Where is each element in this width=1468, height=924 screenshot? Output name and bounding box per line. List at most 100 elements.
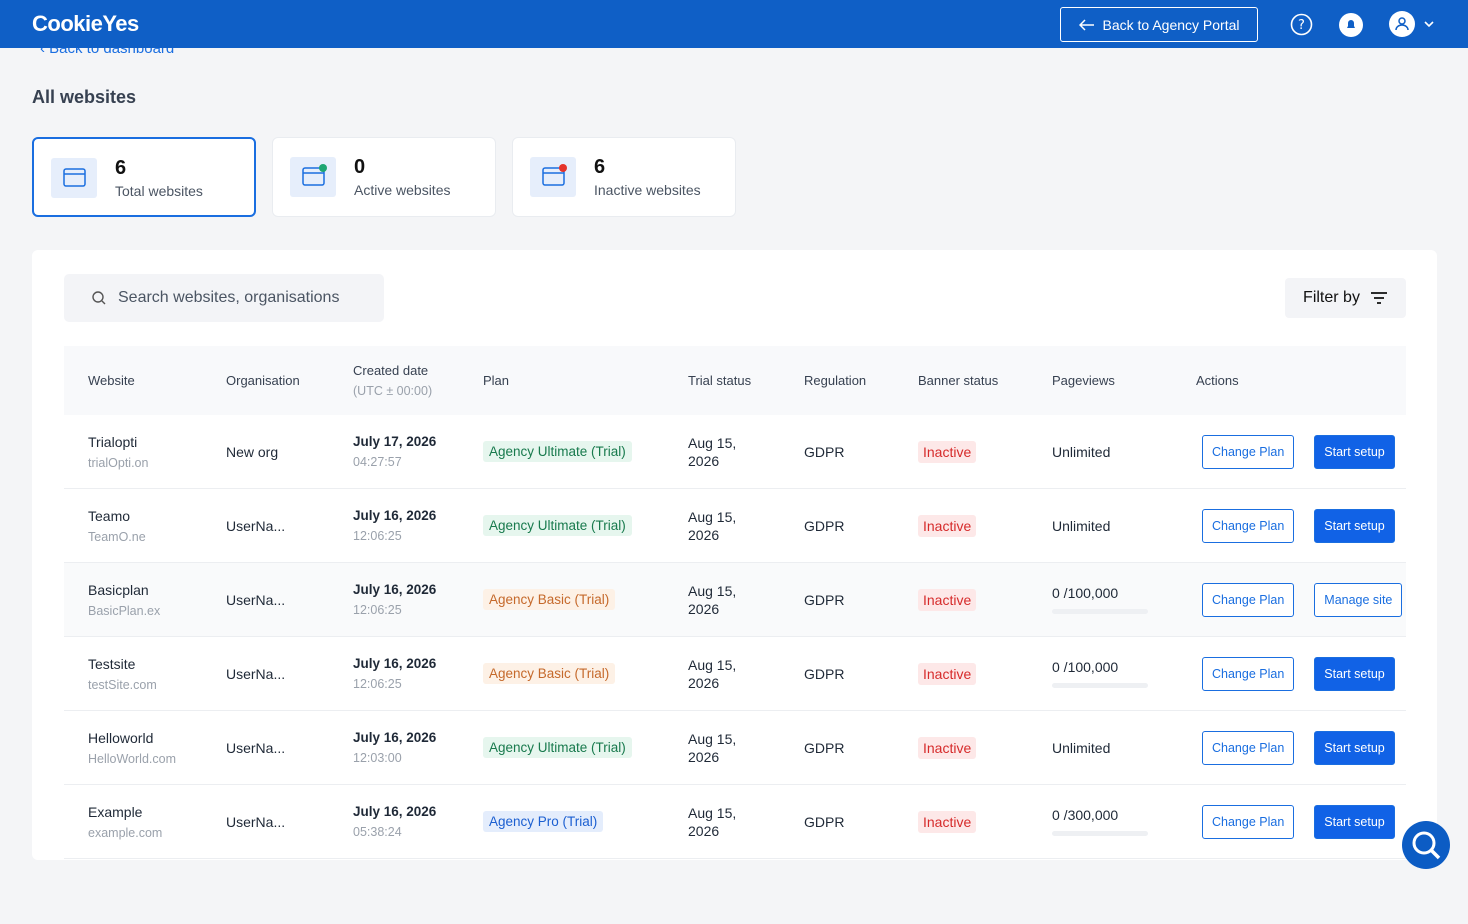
column-title: Actions [1196, 373, 1239, 388]
setup-button[interactable]: Start setup [1314, 434, 1395, 469]
change-plan-button[interactable]: Change Plan [1202, 434, 1295, 469]
column-header: Trial status [688, 373, 804, 388]
website-cell: Helloworld HelloWorld.com [88, 730, 226, 766]
usage-meter [1052, 683, 1148, 688]
pageviews: 0 /300,000 [1052, 807, 1119, 823]
back-portal-button[interactable]: Back to Agency Portal [1060, 7, 1258, 42]
plan-badge: Agency Ultimate (Trial) [483, 737, 632, 758]
table-row: Basicplan BasicPlan.ex UserNa... July 16, 2… [64, 563, 1406, 637]
website-name: Trialopti [88, 433, 138, 450]
pageviews: 0 /100,000 [1052, 585, 1119, 601]
website-cell: Basicplan BasicPlan.ex [88, 582, 226, 618]
column-header: Created date (UTC ± 00:00) [353, 363, 483, 398]
help-icon[interactable]: ? [1290, 13, 1313, 36]
organisation: UserNa... [226, 517, 286, 534]
table-header: Website Organisation Created date (UTC ± 00… [64, 346, 1406, 415]
pageviews-cell: 0 /100,000 [1052, 659, 1196, 688]
website-domain: testSite.com [88, 677, 157, 692]
notification-icon[interactable] [1338, 13, 1364, 39]
column-title: Pageviews [1052, 373, 1115, 388]
table-row: Teamo TeamO.ne UserNa... July 16, 2026 12:06… [64, 489, 1406, 563]
browser-icon [302, 164, 327, 186]
column-title: Created date [353, 363, 429, 378]
pageviews-cell: 0 /300,000 [1052, 807, 1196, 836]
trial-status: Aug 15, 2026 [688, 730, 737, 765]
websites-table: Website Organisation Created date (UTC ± 00… [64, 346, 1406, 859]
created-cell: July 16, 2026 12:06:25 [353, 582, 483, 617]
column-title: Plan [483, 373, 510, 388]
setup-button[interactable]: Manage site [1314, 582, 1403, 617]
stat-card[interactable]: 0 Active websites [272, 137, 496, 217]
banner-status: Inactive [918, 588, 977, 611]
column-note: (UTC ± 00:00) [353, 384, 433, 398]
created-date: July 16, 2026 [353, 508, 437, 523]
website-cell: Trialopti trialOpti.on [88, 434, 226, 470]
banner-status: Inactive [918, 736, 977, 759]
banner-cell: Inactive [918, 514, 1052, 537]
stat-card[interactable]: 6 Total websites [32, 137, 256, 217]
website-domain: trialOpti.on [88, 455, 149, 470]
stat-label: Inactive websites [594, 182, 701, 198]
column-header: Banner status [918, 373, 1052, 388]
pageviews: Unlimited [1052, 443, 1111, 460]
change-plan-button[interactable]: Change Plan [1202, 582, 1295, 617]
logo[interactable]: CookieYes [32, 11, 139, 36]
created-cell: July 16, 2026 12:06:25 [353, 508, 483, 543]
table-row: Helloworld HelloWorld.com UserNa... July 16… [64, 711, 1406, 785]
filter-icon [1370, 292, 1387, 304]
column-title: Regulation [804, 373, 867, 388]
actions: Change Plan Start setup [1196, 730, 1406, 765]
table-row: Testsite testSite.com UserNa... July 16, 20… [64, 637, 1406, 711]
trial-status: Aug 15, 2026 [688, 434, 737, 469]
website-name: Teamo [88, 507, 131, 524]
regulation: GDPR [804, 443, 845, 460]
change-plan-button[interactable]: Change Plan [1202, 656, 1295, 691]
actions: Change Plan Start setup [1196, 656, 1406, 691]
stat-value: 6 [115, 157, 127, 179]
search-icon [92, 291, 106, 305]
website-domain: BasicPlan.ex [88, 603, 161, 618]
setup-button[interactable]: Start setup [1314, 508, 1395, 543]
usage-meter [1052, 831, 1148, 836]
actions: Change Plan Start setup [1196, 434, 1406, 469]
organisation: UserNa... [226, 591, 286, 608]
created-date: July 16, 2026 [353, 804, 437, 819]
filter-button[interactable]: Filter by [1285, 278, 1406, 318]
change-plan-button[interactable]: Change Plan [1202, 730, 1295, 765]
websites-panel: Search websites, organisations Filter by… [32, 250, 1437, 860]
stat-label: Total websites [115, 183, 203, 199]
pageviews-cell: 0 /100,000 [1052, 585, 1196, 614]
website-domain: example.com [88, 825, 163, 840]
filter-label: Filter by [1303, 289, 1360, 306]
table-row: Example example.com UserNa... July 16, 2026… [64, 785, 1406, 859]
trial-status: Aug 15, 2026 [688, 582, 737, 617]
organisation: UserNa... [226, 739, 286, 756]
organisation: UserNa... [226, 665, 286, 682]
column-title: Trial status [688, 373, 752, 388]
stat-card[interactable]: 6 Inactive websites [512, 137, 736, 217]
created-cell: July 16, 2026 12:06:25 [353, 656, 483, 691]
help-chat-button[interactable] [1402, 821, 1450, 869]
browser-icon [63, 168, 86, 187]
page-title: All websites [32, 87, 137, 107]
chat-search-icon [1412, 831, 1441, 860]
column-title: Organisation [226, 373, 300, 388]
created-time: 05:38:24 [353, 825, 402, 839]
setup-button[interactable]: Start setup [1314, 730, 1395, 765]
setup-button[interactable]: Start setup [1314, 804, 1395, 839]
svg-text:?: ? [1298, 18, 1305, 33]
account-menu[interactable] [1388, 11, 1438, 38]
search-box[interactable]: Search websites, organisations [64, 274, 384, 322]
search-placeholder: Search websites, organisations [118, 289, 340, 306]
created-time: 12:03:00 [353, 751, 402, 765]
website-domain: TeamO.ne [88, 529, 146, 544]
regulation: GDPR [804, 739, 845, 756]
stat-icon [290, 157, 336, 197]
column-title: Banner status [918, 373, 999, 388]
trial-status: Aug 15, 2026 [688, 508, 737, 543]
change-plan-button[interactable]: Change Plan [1202, 804, 1295, 839]
website-name: Example [88, 803, 143, 820]
setup-button[interactable]: Start setup [1314, 656, 1395, 691]
change-plan-button[interactable]: Change Plan [1202, 508, 1295, 543]
plan-badge: Agency Ultimate (Trial) [483, 441, 632, 462]
